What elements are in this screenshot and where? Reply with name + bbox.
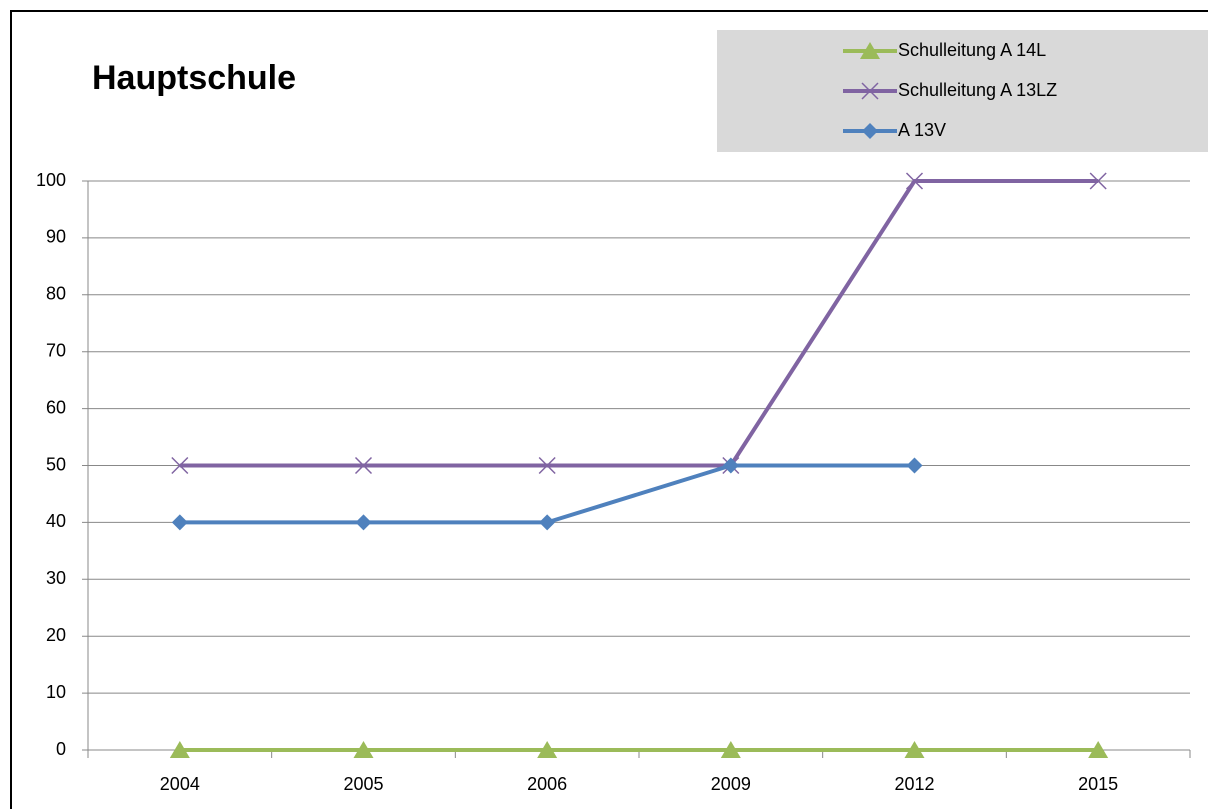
- legend-label: Schulleitung A 14L: [898, 40, 1046, 60]
- marker: [1089, 172, 1107, 190]
- y-tick-label: 30: [46, 568, 66, 588]
- y-tick-label: 100: [36, 170, 66, 190]
- marker: [537, 741, 558, 758]
- legend-box: [717, 30, 1208, 152]
- y-tick-label: 80: [46, 284, 66, 304]
- y-tick-label: 40: [46, 511, 66, 531]
- x-tick-label: 2005: [343, 774, 383, 794]
- marker: [539, 514, 556, 531]
- marker: [353, 741, 374, 758]
- marker: [171, 456, 189, 475]
- y-tick-label: 0: [56, 739, 66, 759]
- marker: [905, 172, 924, 190]
- marker: [904, 741, 925, 758]
- x-tick-label: 2012: [894, 774, 934, 794]
- marker: [1088, 741, 1109, 758]
- marker: [171, 514, 188, 531]
- x-tick-label: 2004: [160, 774, 200, 794]
- x-tick-label: 2015: [1078, 774, 1118, 794]
- marker: [722, 457, 739, 474]
- legend-label: A 13V: [898, 120, 946, 140]
- marker: [861, 82, 879, 100]
- y-tick-label: 70: [46, 340, 66, 360]
- marker: [860, 42, 880, 59]
- marker: [862, 123, 878, 139]
- y-tick-label: 50: [46, 454, 66, 474]
- marker: [169, 741, 190, 758]
- y-tick-label: 10: [46, 682, 66, 702]
- x-tick-label: 2009: [711, 774, 751, 794]
- y-tick-label: 90: [46, 227, 66, 247]
- marker: [538, 456, 556, 475]
- chart-title: Hauptschule: [92, 59, 296, 97]
- legend-label: Schulleitung A 13LZ: [898, 80, 1057, 100]
- y-tick-label: 20: [46, 625, 66, 645]
- chart-border: [10, 10, 1208, 809]
- x-tick-label: 2006: [527, 774, 567, 794]
- marker: [355, 514, 372, 531]
- series-line: [179, 179, 1099, 468]
- marker: [354, 456, 373, 475]
- marker: [906, 457, 923, 474]
- marker: [720, 741, 741, 758]
- y-tick-label: 60: [46, 397, 66, 417]
